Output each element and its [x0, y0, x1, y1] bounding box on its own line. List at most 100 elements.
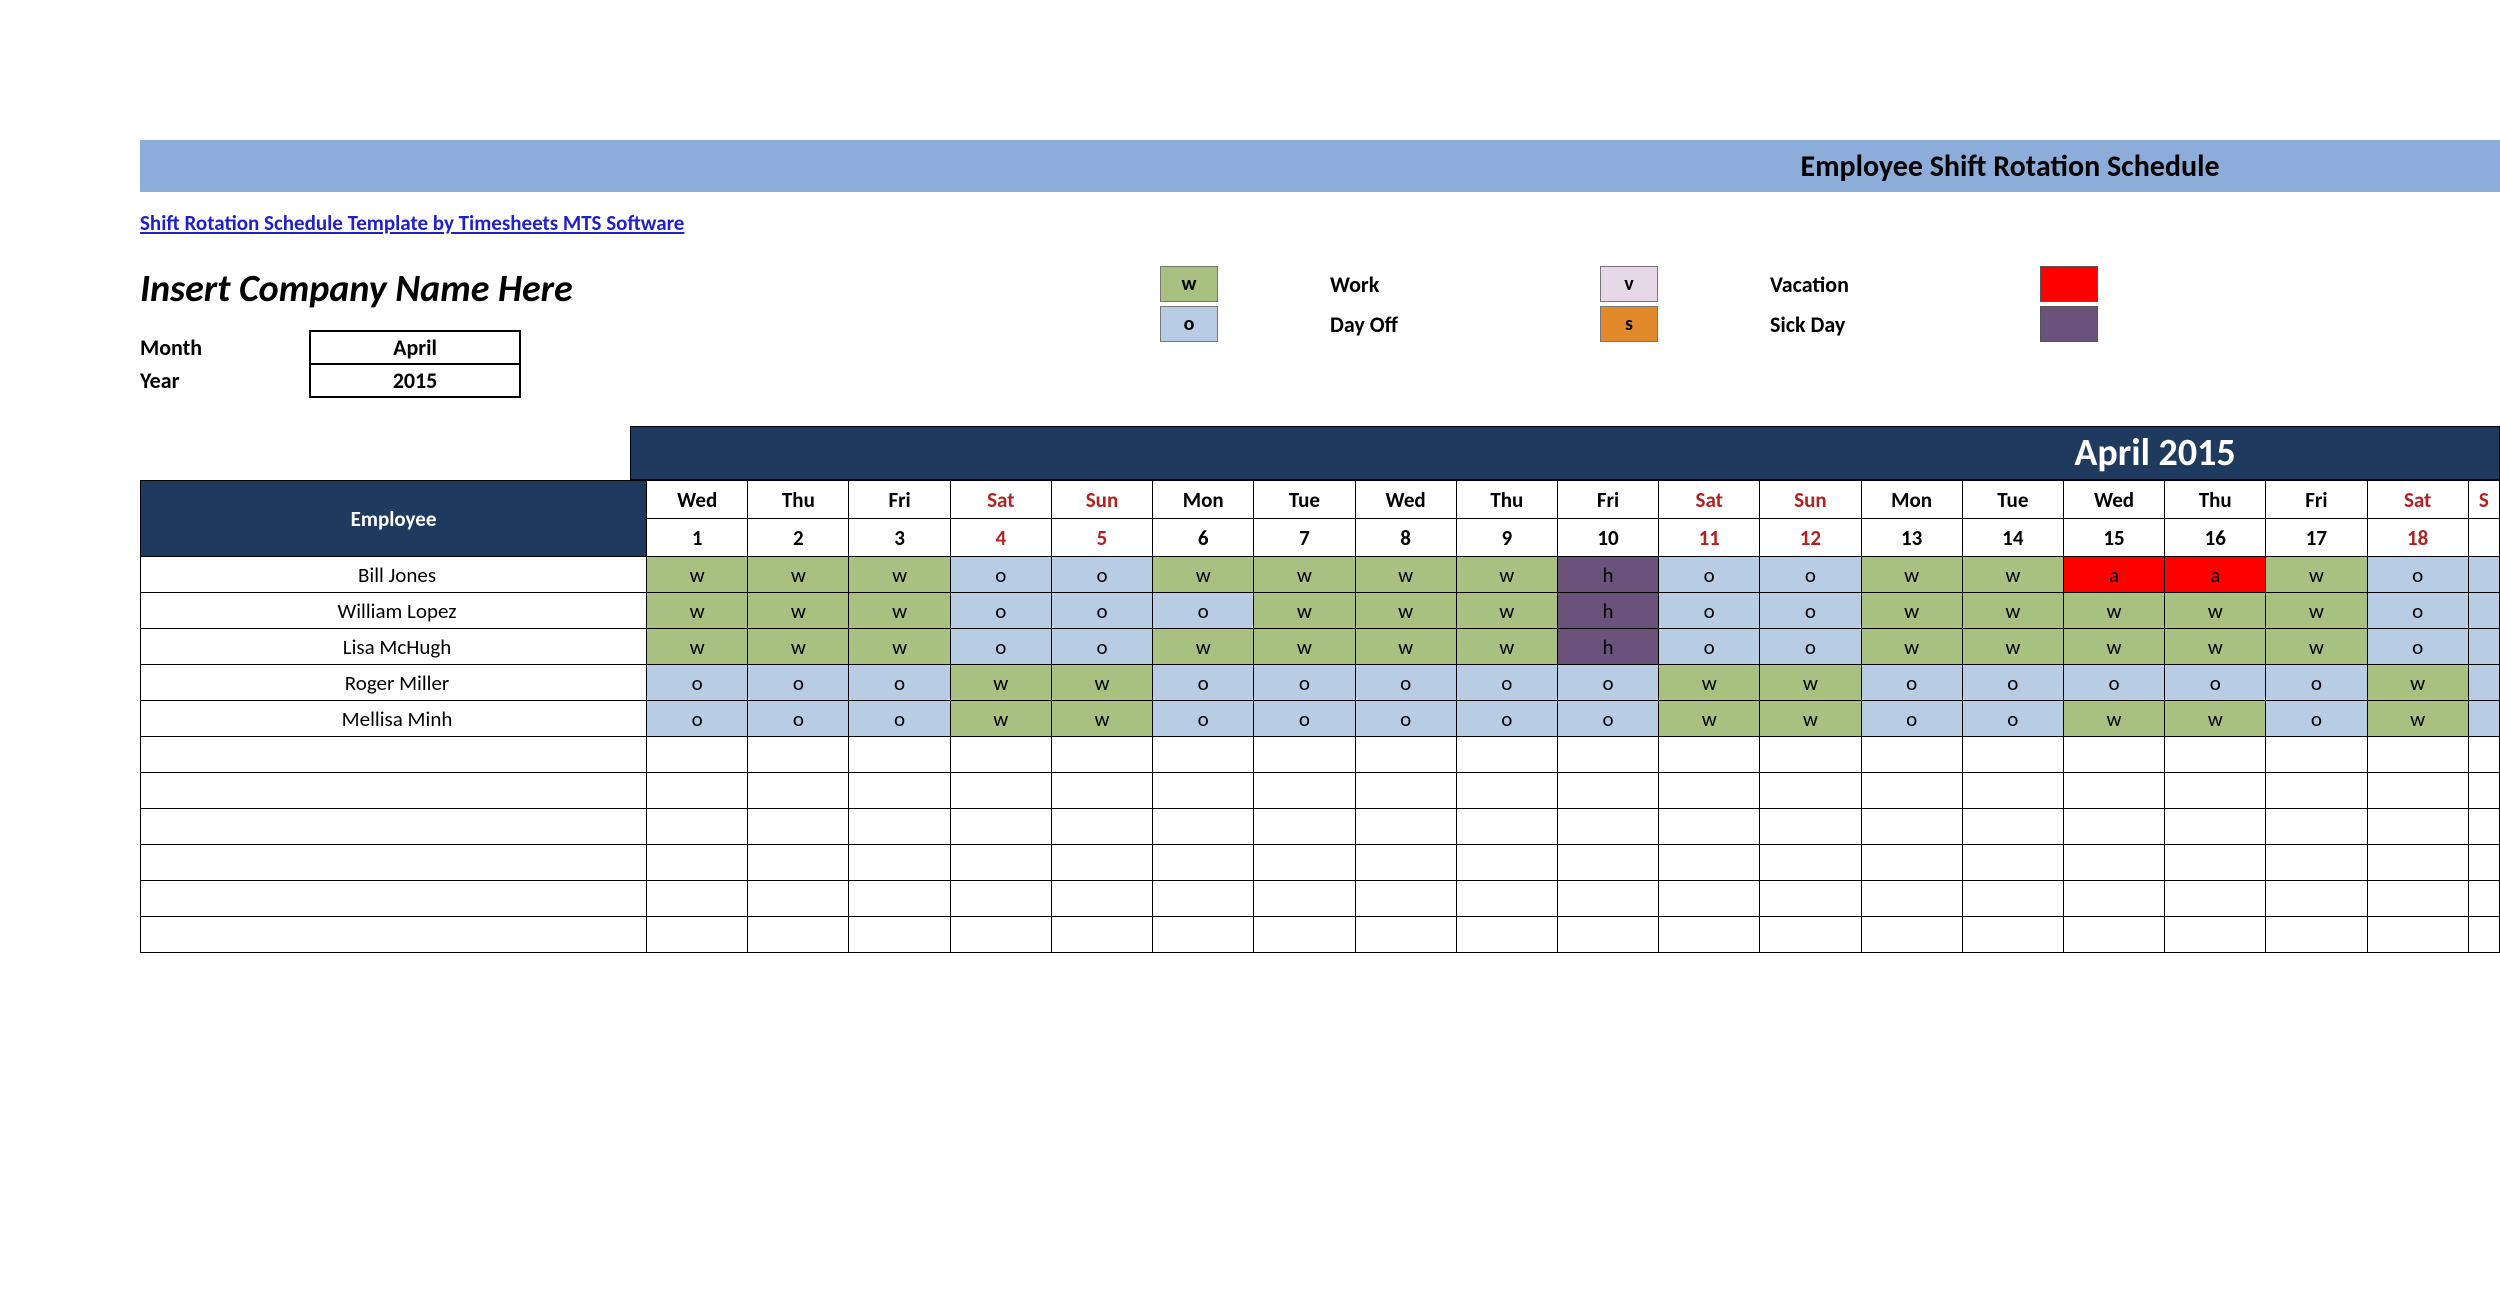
- shift-cell[interactable]: [1051, 917, 1152, 953]
- shift-cell[interactable]: h: [1557, 557, 1658, 593]
- shift-cell[interactable]: w: [748, 593, 849, 629]
- shift-cell[interactable]: [647, 809, 748, 845]
- shift-cell[interactable]: w: [1456, 629, 1557, 665]
- shift-cell[interactable]: [1153, 737, 1254, 773]
- shift-cell[interactable]: w: [2367, 701, 2468, 737]
- shift-cell[interactable]: [2367, 881, 2468, 917]
- shift-cell[interactable]: [950, 917, 1051, 953]
- shift-cell[interactable]: [950, 845, 1051, 881]
- shift-cell[interactable]: w: [1254, 557, 1355, 593]
- shift-cell[interactable]: o: [748, 701, 849, 737]
- template-link[interactable]: Shift Rotation Schedule Template by Time…: [140, 210, 684, 236]
- shift-cell[interactable]: w: [1962, 557, 2063, 593]
- shift-cell[interactable]: w: [849, 557, 950, 593]
- shift-cell[interactable]: [1254, 773, 1355, 809]
- shift-cell[interactable]: [2266, 881, 2367, 917]
- shift-cell[interactable]: o: [1962, 665, 2063, 701]
- shift-cell[interactable]: w: [2165, 629, 2266, 665]
- shift-cell[interactable]: [2468, 881, 2499, 917]
- shift-cell[interactable]: [1153, 809, 1254, 845]
- shift-cell[interactable]: [748, 773, 849, 809]
- shift-cell[interactable]: w: [2266, 593, 2367, 629]
- shift-cell[interactable]: [1254, 737, 1355, 773]
- employee-name[interactable]: [141, 917, 647, 953]
- shift-cell[interactable]: o: [1760, 557, 1861, 593]
- shift-cell[interactable]: [1254, 845, 1355, 881]
- shift-cell[interactable]: o: [849, 701, 950, 737]
- shift-cell[interactable]: [2063, 809, 2164, 845]
- shift-cell[interactable]: [1962, 773, 2063, 809]
- shift-cell[interactable]: w: [2165, 701, 2266, 737]
- shift-cell[interactable]: w: [1962, 593, 2063, 629]
- shift-cell[interactable]: [1355, 881, 1456, 917]
- shift-cell[interactable]: [2063, 773, 2164, 809]
- shift-cell[interactable]: [1051, 845, 1152, 881]
- shift-cell[interactable]: o: [1861, 665, 1962, 701]
- shift-cell[interactable]: o: [1051, 593, 1152, 629]
- shift-cell[interactable]: o: [748, 665, 849, 701]
- shift-cell[interactable]: o: [1254, 665, 1355, 701]
- shift-cell[interactable]: [1254, 809, 1355, 845]
- shift-cell[interactable]: w: [1153, 629, 1254, 665]
- shift-cell[interactable]: o: [2063, 665, 2164, 701]
- shift-cell[interactable]: [1456, 737, 1557, 773]
- shift-cell[interactable]: [2468, 737, 2499, 773]
- shift-cell[interactable]: [1153, 845, 1254, 881]
- shift-cell[interactable]: [2367, 773, 2468, 809]
- shift-cell[interactable]: w: [849, 629, 950, 665]
- employee-name[interactable]: William Lopez: [141, 593, 647, 629]
- shift-cell[interactable]: [1861, 845, 1962, 881]
- shift-cell[interactable]: o: [1355, 665, 1456, 701]
- shift-cell[interactable]: [2266, 917, 2367, 953]
- shift-cell[interactable]: o: [1456, 701, 1557, 737]
- shift-cell[interactable]: [1557, 737, 1658, 773]
- shift-cell[interactable]: [2165, 845, 2266, 881]
- shift-cell[interactable]: o: [1962, 701, 2063, 737]
- shift-cell[interactable]: o: [2367, 557, 2468, 593]
- shift-cell[interactable]: w: [1861, 629, 1962, 665]
- shift-cell[interactable]: [1557, 917, 1658, 953]
- shift-cell[interactable]: w: [1355, 629, 1456, 665]
- employee-name[interactable]: Roger Miller: [141, 665, 647, 701]
- shift-cell[interactable]: w: [1355, 593, 1456, 629]
- shift-cell[interactable]: [1962, 809, 2063, 845]
- shift-cell[interactable]: w: [1254, 629, 1355, 665]
- shift-cell[interactable]: [2165, 917, 2266, 953]
- shift-cell[interactable]: w: [950, 701, 1051, 737]
- shift-cell[interactable]: w: [1153, 557, 1254, 593]
- shift-cell[interactable]: w: [1659, 701, 1760, 737]
- employee-name[interactable]: Bill Jones: [141, 557, 647, 593]
- shift-cell[interactable]: [849, 845, 950, 881]
- shift-cell[interactable]: [950, 737, 1051, 773]
- shift-cell[interactable]: [1456, 917, 1557, 953]
- shift-cell[interactable]: [748, 845, 849, 881]
- shift-cell[interactable]: w: [849, 593, 950, 629]
- shift-cell[interactable]: h: [1557, 629, 1658, 665]
- shift-cell[interactable]: o: [1153, 701, 1254, 737]
- shift-cell[interactable]: [2468, 845, 2499, 881]
- shift-cell[interactable]: [748, 809, 849, 845]
- shift-cell[interactable]: a: [2063, 557, 2164, 593]
- shift-cell[interactable]: o: [1760, 593, 1861, 629]
- shift-cell[interactable]: w: [2063, 593, 2164, 629]
- shift-cell[interactable]: o: [2266, 665, 2367, 701]
- shift-cell[interactable]: [849, 917, 950, 953]
- shift-cell[interactable]: [1861, 809, 1962, 845]
- shift-cell[interactable]: [2468, 809, 2499, 845]
- shift-cell[interactable]: [1456, 845, 1557, 881]
- shift-cell[interactable]: w: [1456, 593, 1557, 629]
- shift-cell[interactable]: [1355, 773, 1456, 809]
- shift-cell[interactable]: [1760, 809, 1861, 845]
- shift-cell[interactable]: [1659, 881, 1760, 917]
- shift-cell[interactable]: [1659, 737, 1760, 773]
- year-value[interactable]: 2015: [310, 364, 520, 397]
- shift-cell[interactable]: w: [1861, 557, 1962, 593]
- shift-cell[interactable]: a: [2165, 557, 2266, 593]
- shift-cell[interactable]: [2165, 737, 2266, 773]
- shift-cell[interactable]: o: [950, 629, 1051, 665]
- shift-cell[interactable]: [1051, 773, 1152, 809]
- shift-cell[interactable]: [2468, 593, 2499, 629]
- shift-cell[interactable]: [2367, 737, 2468, 773]
- shift-cell[interactable]: w: [2063, 701, 2164, 737]
- shift-cell[interactable]: w: [1760, 701, 1861, 737]
